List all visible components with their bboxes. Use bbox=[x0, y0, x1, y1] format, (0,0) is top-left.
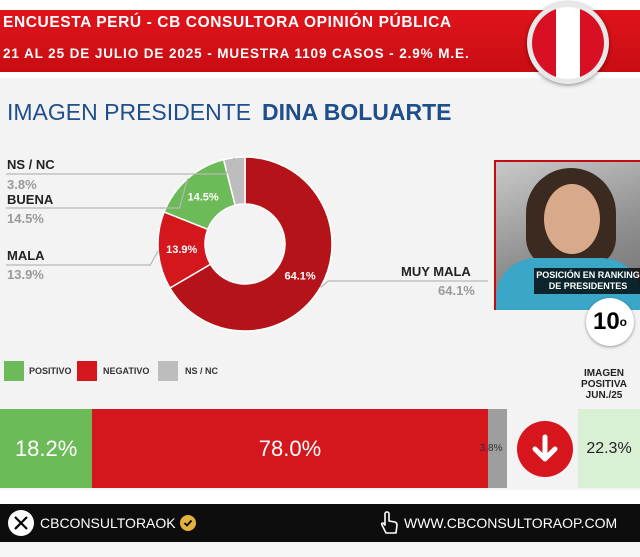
header-line-2: 21 AL 25 DE JULIO DE 2025 - MUESTRA 1109… bbox=[3, 46, 470, 61]
social-handle[interactable]: CBCONSULTORAOK bbox=[40, 515, 176, 531]
label-mala-pct: 13.9% bbox=[7, 267, 44, 282]
donut-label-muy-mala: 64.1% bbox=[284, 271, 315, 283]
donut-chart: 64.1% 13.9% 14.5% bbox=[6, 156, 488, 332]
leader-line-buena bbox=[6, 178, 189, 209]
donut-label-mala: 13.9% bbox=[166, 244, 197, 256]
x-logo-icon[interactable] bbox=[8, 510, 34, 536]
legend-positivo-label: POSITIVO bbox=[29, 366, 72, 376]
pointer-hand-icon bbox=[378, 511, 400, 535]
label-muymala-pct: 64.1% bbox=[438, 283, 475, 298]
flag-stripe-left bbox=[532, 7, 556, 79]
label-nsnc-name: NS / NC bbox=[7, 157, 55, 172]
flag-stripe-center bbox=[556, 7, 580, 79]
legend-positivo-swatch bbox=[4, 361, 24, 381]
arrow-down-icon bbox=[517, 421, 573, 477]
footer-spacer bbox=[0, 490, 640, 504]
photo-face bbox=[544, 184, 600, 254]
label-mala-name: MALA bbox=[7, 248, 45, 263]
bottom-strip bbox=[0, 542, 640, 557]
leader-line-ns-nc bbox=[6, 157, 235, 175]
header-line-1: ENCUESTA PERÚ - CB CONSULTORA OPINIÓN PÚ… bbox=[3, 14, 452, 31]
label-buena-pct: 14.5% bbox=[7, 211, 44, 226]
footer-bar: CBCONSULTORAOK WWW.CBCONSULTORAOP.COM bbox=[0, 504, 640, 542]
label-nsnc-pct: 3.8% bbox=[7, 177, 37, 192]
bar-label-nsnc: 3.8% bbox=[479, 443, 503, 454]
previous-label: IMAGEN POSITIVA JUN./25 bbox=[572, 368, 636, 401]
bar-label-positivo: 18.2% bbox=[14, 435, 78, 461]
website-link[interactable]: WWW.CBCONSULTORAOP.COM bbox=[404, 515, 618, 531]
previous-label-line-1: IMAGEN bbox=[584, 368, 624, 379]
photo-caption-line-2: DE PRESIDENTES bbox=[548, 281, 628, 291]
donut-label-buena: 14.5% bbox=[187, 191, 218, 203]
legend-nsnc-label: NS / NC bbox=[185, 366, 219, 376]
bar-label-negativo: 78.0% bbox=[258, 435, 322, 461]
bar-segment-negativo: 78.0% bbox=[92, 409, 488, 488]
legend-nsnc-swatch bbox=[158, 361, 178, 381]
title-name: DINA BOLUARTE bbox=[262, 99, 452, 125]
bar-segment-nsnc: 3.8% bbox=[480, 409, 507, 488]
label-buena-name: BUENA bbox=[7, 192, 54, 207]
rank-number: 10 bbox=[592, 308, 620, 335]
rank-suffix: o bbox=[619, 315, 628, 329]
donut-slice-muy-mala bbox=[168, 156, 333, 332]
photo-caption-line-1: POSICIÓN EN RANKING bbox=[536, 270, 640, 280]
bar-segment-positivo: 18.2% bbox=[0, 409, 93, 488]
leader-line-muy-mala bbox=[320, 280, 488, 288]
rank-badge: 10 o bbox=[586, 298, 634, 346]
legend-negativo-swatch bbox=[77, 361, 97, 381]
verified-badge-icon bbox=[180, 515, 196, 531]
label-muymala-name: MUY MALA bbox=[401, 264, 471, 279]
previous-value: 22.3% bbox=[578, 409, 640, 488]
photo-caption: POSICIÓN EN RANKING DE PRESIDENTES bbox=[534, 268, 640, 294]
president-photo: POSICIÓN EN RANKING DE PRESIDENTES bbox=[494, 160, 640, 310]
peru-flag-icon bbox=[527, 2, 609, 84]
title-prefix: IMAGEN PRESIDENTE bbox=[7, 99, 252, 125]
previous-label-line-2: POSITIVA bbox=[581, 379, 627, 390]
legend-negativo-label: NEGATIVO bbox=[103, 366, 150, 376]
previous-label-line-3: JUN./25 bbox=[585, 390, 623, 401]
arrow-down-glyph bbox=[532, 434, 558, 462]
leader-line-mala bbox=[6, 250, 159, 266]
